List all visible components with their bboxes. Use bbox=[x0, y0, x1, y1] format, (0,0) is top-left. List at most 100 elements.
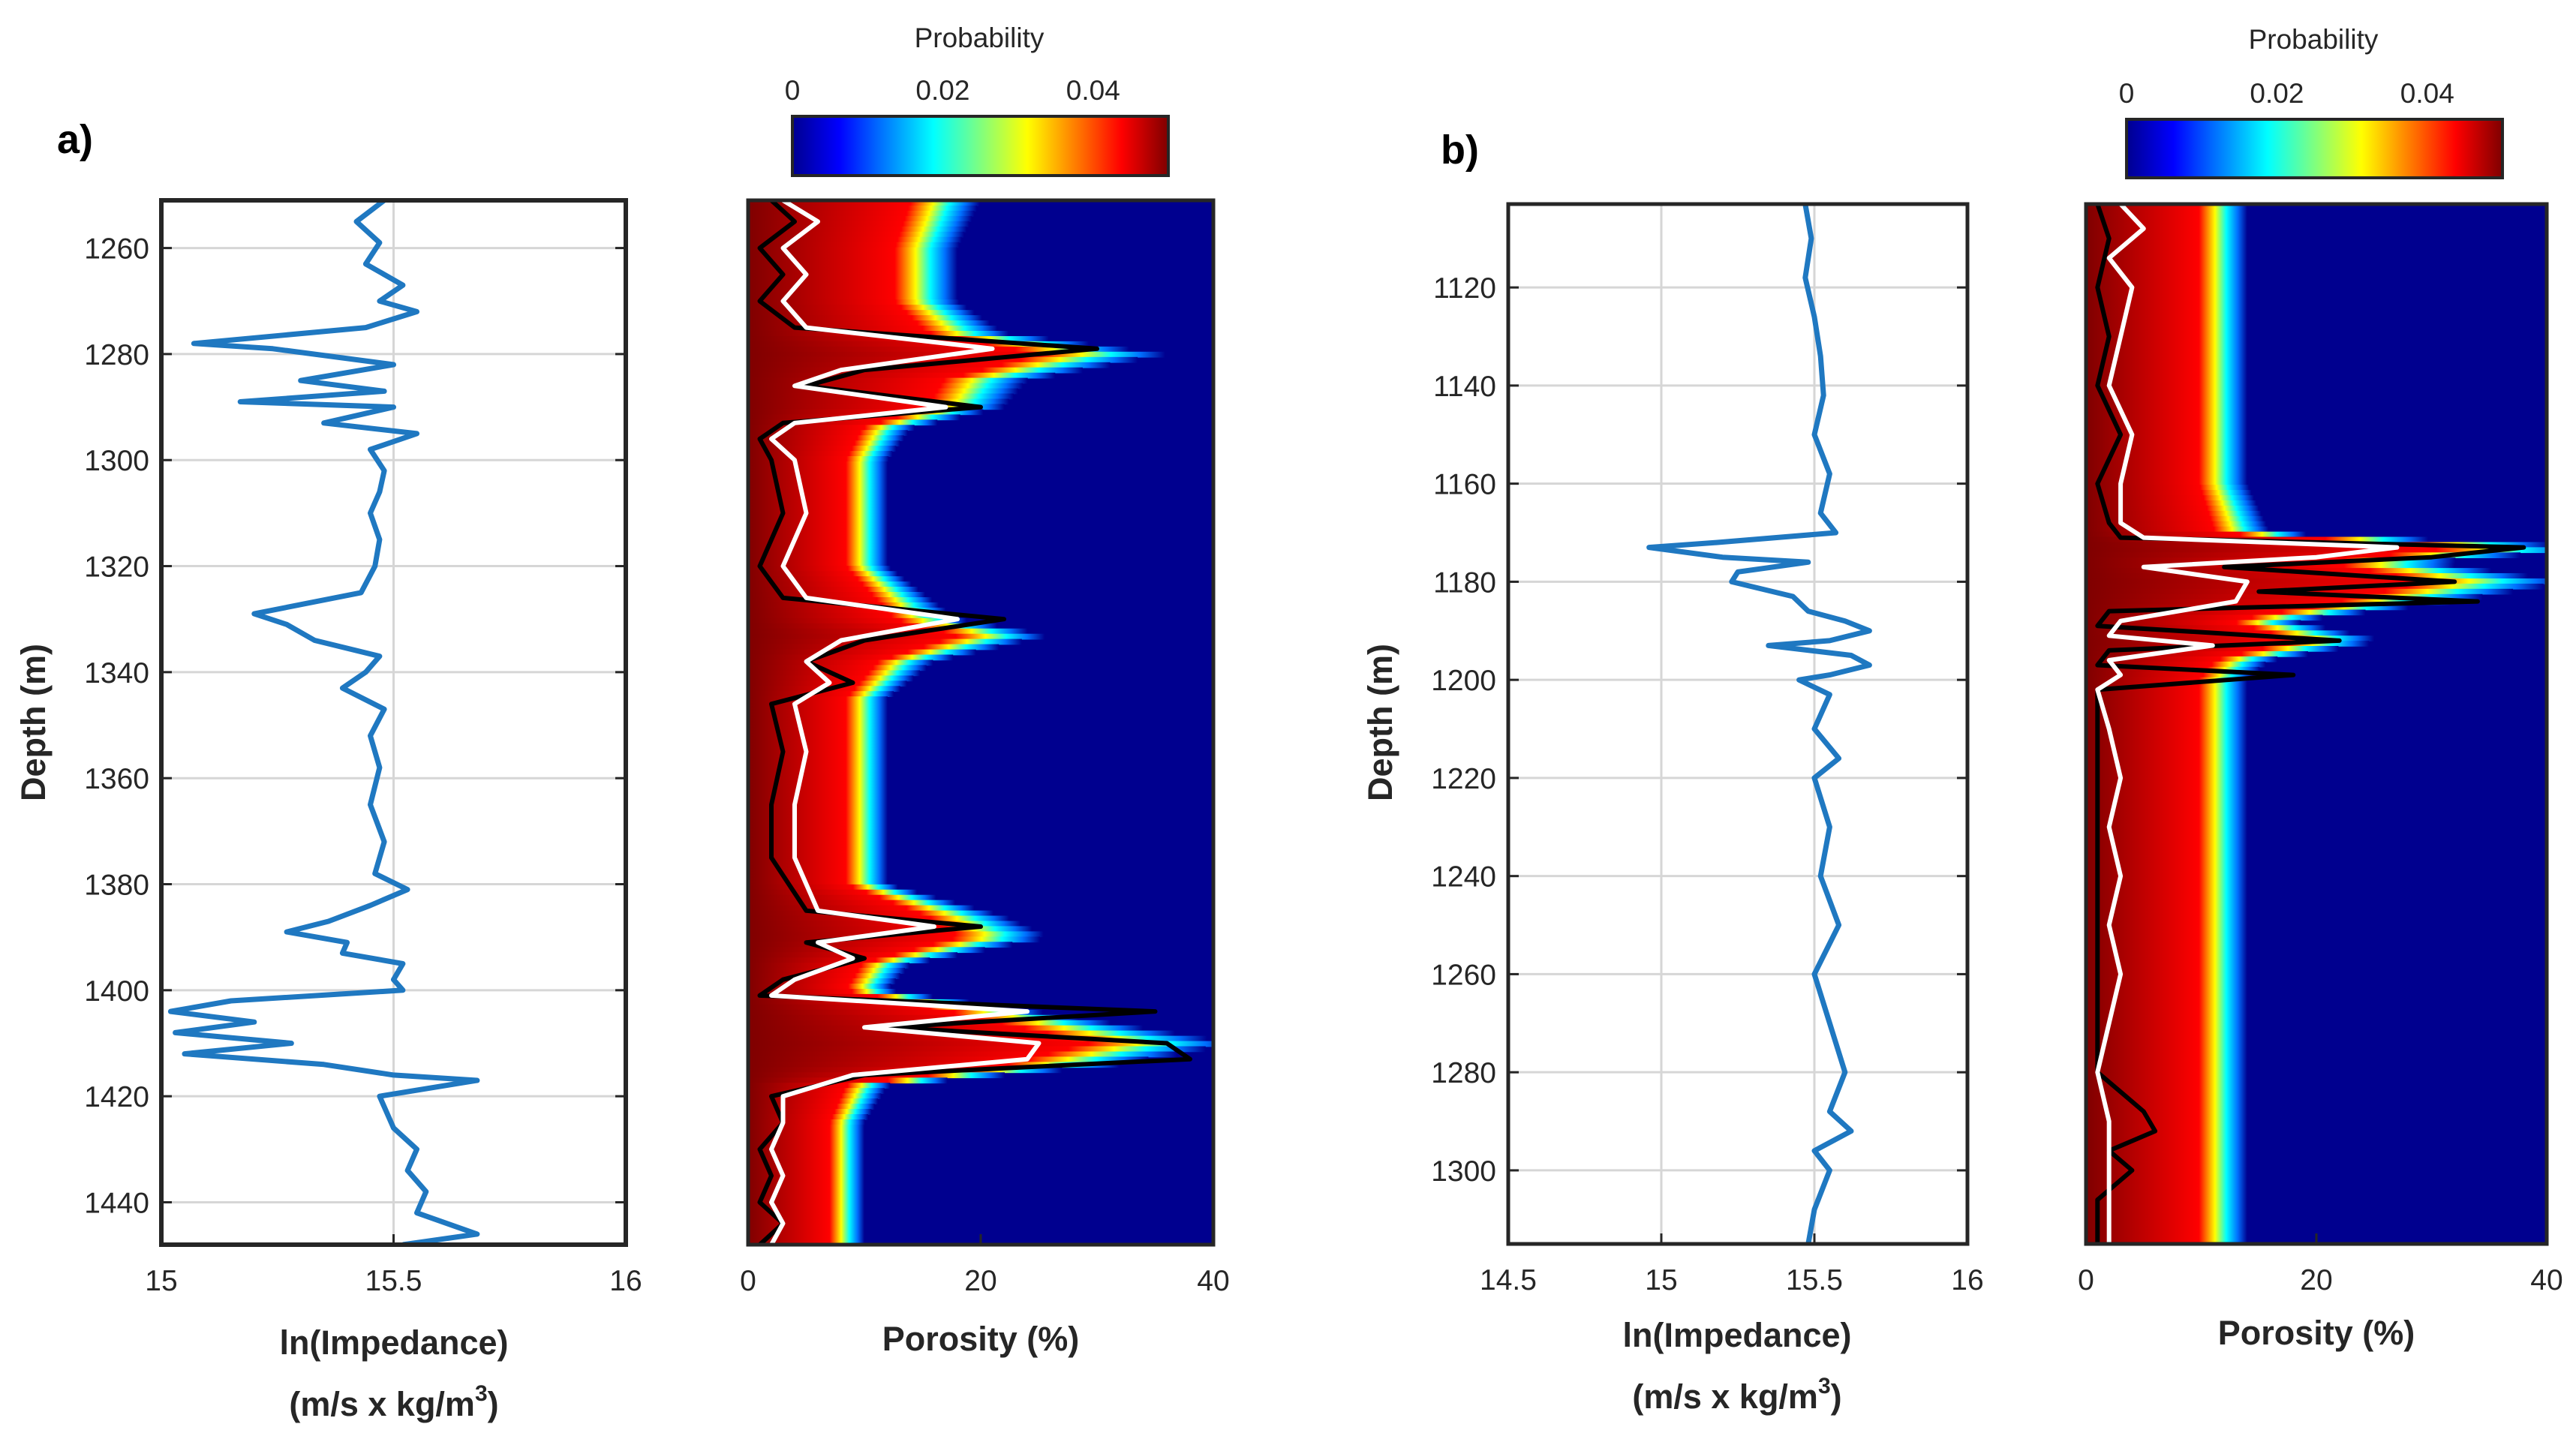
panel-a-band-strip bbox=[748, 905, 975, 912]
panel-a-porosity-x-ticks: 0 20 40 bbox=[740, 1234, 1230, 1297]
panel-b-band-strip bbox=[2086, 625, 2325, 631]
panel-a-band-strip bbox=[748, 534, 888, 541]
panel-a-black-curve bbox=[757, 200, 1192, 1245]
panel-a-band-strip bbox=[748, 315, 982, 321]
panel-b-y-ticks: 1120 1140 1160 1180 1200 1220 1240 1260 1280 1300 bbox=[1431, 272, 1967, 1188]
panel-b-band-strip bbox=[2086, 272, 2247, 278]
panel-b-band-strip bbox=[2086, 302, 2247, 309]
panel-a-band-strip bbox=[748, 1098, 879, 1104]
panel-a-band-strip bbox=[748, 1140, 864, 1146]
panel-a-band-strip bbox=[748, 482, 888, 488]
panel-a-impedance: a) 1260128013001320134013601380140014201… bbox=[14, 117, 642, 1423]
panel-b-x-tick-label: 15.5 bbox=[1786, 1264, 1843, 1296]
panel-a-band-strip bbox=[748, 816, 888, 823]
panel-a-band-strip bbox=[748, 471, 888, 478]
panel-b-band-strip bbox=[2086, 1140, 2247, 1146]
panel-b-band-strip bbox=[2086, 495, 2254, 501]
panel-a-band-strip bbox=[748, 1119, 865, 1125]
panel-b-band-strip bbox=[2086, 614, 2323, 621]
panel-b-band-strip bbox=[2086, 708, 2247, 714]
panel-b-band-strip bbox=[2086, 219, 2247, 226]
panel-a-y-tick-label: 1340 bbox=[84, 657, 149, 689]
panel-a-band-strip bbox=[748, 252, 957, 259]
panel-b-band-strip bbox=[2086, 609, 2366, 616]
panel-b-y-tick-label: 1140 bbox=[1433, 371, 1496, 403]
panel-a-band-strip bbox=[748, 367, 1083, 374]
panel-b-band-strip bbox=[2086, 1005, 2247, 1011]
panel-b-band-strip bbox=[2086, 1046, 2247, 1053]
panel-b-band-strip bbox=[2086, 552, 2521, 558]
panel-b-band-strip bbox=[2086, 750, 2247, 756]
panel-a-band-strip bbox=[748, 1062, 1120, 1068]
panel-b-band-strip bbox=[2086, 656, 2278, 662]
panel-a-band-strip bbox=[748, 513, 888, 520]
panel-a-band-strip bbox=[748, 539, 888, 546]
panel-b-band-strip bbox=[2086, 464, 2247, 470]
panel-a-band-strip bbox=[748, 231, 964, 238]
panel-b-band-strip bbox=[2086, 786, 2247, 792]
panel-b-band-strip bbox=[2086, 771, 2247, 777]
panel-b-band-strip bbox=[2086, 932, 2247, 938]
panel-a-band-strip bbox=[748, 508, 888, 515]
panel-a-band-strip bbox=[748, 696, 888, 702]
panel-b-band-strip bbox=[2086, 277, 2247, 283]
panel-b-band-strip bbox=[2086, 948, 2247, 954]
panel-b-band-strip bbox=[2086, 797, 2247, 803]
panel-b-band-strip bbox=[2086, 952, 2247, 959]
panel-b-band-strip bbox=[2086, 526, 2269, 533]
panel-b-band-strip bbox=[2086, 875, 2247, 881]
panel-b-y-tick-label: 1240 bbox=[1431, 861, 1496, 894]
panel-b-band-strip bbox=[2086, 1051, 2247, 1058]
panel-b-band-strip bbox=[2086, 1041, 2247, 1047]
panel-a-band-strip bbox=[748, 989, 897, 995]
panel-a-band-strip bbox=[748, 326, 997, 332]
panel-a-band-strip bbox=[748, 853, 888, 859]
panel-a-band-strip bbox=[748, 806, 888, 813]
panel-a-band-strip bbox=[748, 654, 954, 661]
panel-a-band-strip bbox=[748, 607, 946, 614]
panel-b-band-strip bbox=[2086, 822, 2247, 829]
panel-a-band-strip bbox=[748, 215, 972, 222]
panel-a-band-strip bbox=[748, 487, 888, 494]
panel-a-x-tick-label: 15.5 bbox=[365, 1265, 422, 1297]
panel-a-porosity-x-tick-label: 40 bbox=[1197, 1265, 1229, 1297]
panel-b-band-strip bbox=[2086, 407, 2247, 413]
panel-b-band-strip bbox=[2086, 386, 2247, 392]
panel-a-band-strip bbox=[748, 587, 918, 593]
panel-b-band-strip bbox=[2086, 593, 2483, 600]
panel-a-band-strip bbox=[748, 759, 888, 765]
panel-a-band-strip bbox=[748, 738, 888, 744]
panel-b-y-tick-label: 1160 bbox=[1433, 469, 1496, 501]
panel-b-band-strip bbox=[2086, 833, 2247, 840]
panel-b-band-strip bbox=[2086, 843, 2247, 850]
panel-a-band-strip bbox=[748, 497, 888, 504]
panel-b-band-strip bbox=[2086, 1093, 2247, 1099]
panel-b-band-strip bbox=[2086, 308, 2247, 314]
panel-a-band-strip bbox=[748, 425, 915, 431]
panel-a-band-strip bbox=[748, 1150, 864, 1157]
panel-a-y-axis-label: Depth (m) bbox=[14, 644, 53, 801]
panel-b-porosity-x-tick-label: 40 bbox=[2530, 1264, 2562, 1296]
panel-b-band-strip bbox=[2086, 1129, 2247, 1136]
panel-a-band-strip bbox=[748, 476, 888, 483]
panel-a-band-strip bbox=[748, 1051, 1177, 1058]
panel-a-band-strip bbox=[748, 446, 897, 452]
panel-b-band-strip bbox=[2086, 422, 2247, 428]
panel-b-band-strip bbox=[2086, 989, 2247, 996]
panel-b-porosity-x-tick-label: 0 bbox=[2078, 1264, 2094, 1296]
panel-a-band-strip bbox=[748, 623, 997, 629]
panel-a-band-strip bbox=[748, 1004, 1006, 1011]
panel-b-band-strip bbox=[2086, 401, 2247, 407]
panel-b-band-strip bbox=[2086, 828, 2247, 834]
panel-a-xlabel2-pre: (m/s x kg/m bbox=[289, 1385, 475, 1423]
panel-b-band-strip bbox=[2086, 1067, 2247, 1074]
panel-a-band-strip bbox=[748, 858, 888, 864]
panel-a-band-strip bbox=[748, 451, 893, 457]
panel-b-band-strip bbox=[2086, 838, 2247, 845]
panel-a-band-strip bbox=[748, 769, 888, 776]
panel-a-band-strip bbox=[748, 289, 957, 296]
panel-a-colorbar-label: Probability bbox=[915, 23, 1045, 53]
panel-b-band-strip bbox=[2086, 1218, 2247, 1224]
panel-b-band-strip bbox=[2086, 1233, 2247, 1239]
panel-b-band-strip bbox=[2086, 344, 2247, 350]
